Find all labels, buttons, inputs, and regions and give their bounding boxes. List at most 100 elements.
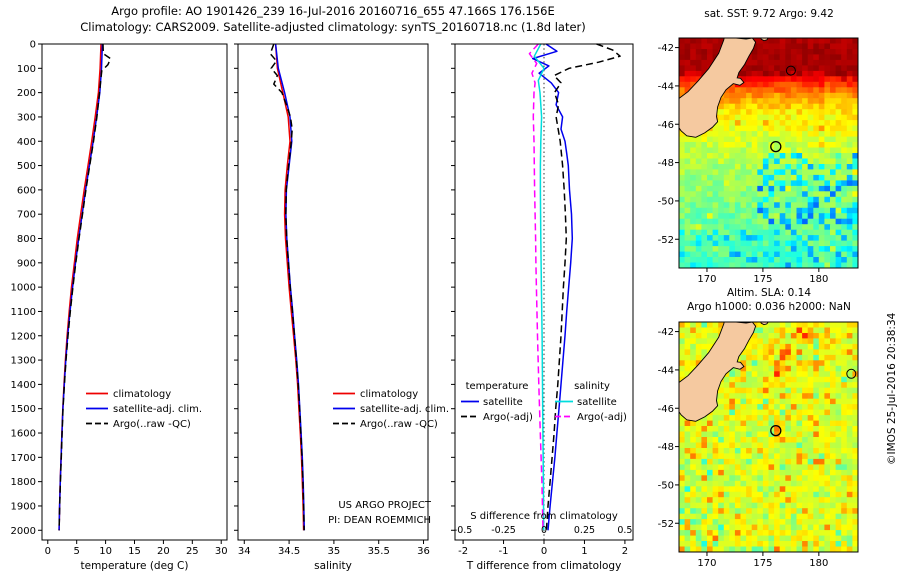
sla-profile-location-marker: [770, 424, 782, 437]
s-diff-tick-label: -0.25: [491, 525, 516, 536]
salinity-series-argo-raw-qc-: [269, 43, 305, 531]
sla-lat-tick-label: -46: [658, 404, 674, 415]
sst-lon-tick-label: 170: [697, 274, 716, 285]
imos-watermark: ©IMOS 25-Jul-2016 20:38:34: [886, 312, 898, 465]
temperature-series-satellite-adj-clim-: [58, 43, 104, 531]
sla-map-border: [678, 321, 859, 553]
depth-tick-label: 800: [17, 234, 36, 245]
depth-tick-label: 1700: [11, 453, 36, 464]
temperature-panel: 0100200300400500600700800900100011001200…: [11, 40, 228, 573]
depth-tick-label: 1000: [11, 283, 36, 294]
difference-series-t-satellite: [531, 43, 574, 531]
sst-secondary-circle: [785, 65, 796, 76]
salinity-panel: 34 34.5 35 35.5 36 salinity US ARGO PROJECT PI:…: [234, 43, 449, 572]
s-diff-tick-label: -0.5: [454, 525, 473, 536]
temperature-xtick-label: 30: [215, 546, 228, 557]
difference-xtick-label: 2: [622, 546, 628, 557]
sla-lon-tick-label: 170: [697, 558, 716, 569]
depth-tick-label: 400: [17, 137, 36, 148]
sst-lat-tick-label: -42: [658, 43, 674, 54]
salinity-xtick-label: 35: [328, 546, 341, 557]
south-island-coastline: [679, 322, 757, 422]
sst-map: 170 175 180 -42 -44 -46 -48 -50 -52: [658, 37, 859, 285]
legend-label: Argo(-adj): [577, 412, 627, 423]
difference-series-s-argo-adj-: [528, 43, 544, 531]
salinity-xtick-label: 34.5: [278, 546, 300, 557]
sla-lon-tick-label: 180: [809, 558, 828, 569]
temperature-xtick-label: 0: [45, 546, 51, 557]
temperature-xtick-label: 5: [74, 546, 80, 557]
legend-label: satellite-adj. clim.: [113, 404, 202, 415]
north-island-coastline: [760, 38, 769, 42]
s-diff-xlabel: S difference from climatology: [470, 511, 618, 522]
difference-series-s-satellite: [533, 43, 545, 531]
depth-tick-label: 1200: [11, 331, 36, 342]
s-diff-tick-label: 0.5: [617, 525, 632, 536]
sla-map: 170 175 180 -42 -44 -46 -48 -50 -52: [658, 321, 859, 569]
salinity-xtick-label: 34: [238, 546, 251, 557]
sla-lon-tick-label: 175: [753, 558, 772, 569]
depth-tick-label: 1800: [11, 477, 36, 488]
salinity-xtick-label: 35.5: [368, 546, 390, 557]
sst-lat-tick-label: -52: [658, 235, 674, 246]
north-island-coastline: [760, 322, 769, 326]
difference-panel: -2 -1 0 1 2T difference from climatology -0.5…: [451, 43, 634, 572]
difference-xtick-label: -1: [499, 546, 509, 557]
difference-xtick-label: 0: [541, 546, 547, 557]
sst-lat-tick-label: -50: [658, 196, 674, 207]
sla-secondary-circle: [846, 368, 857, 379]
sst-lat-tick-label: -46: [658, 120, 674, 131]
legend-column-header: temperature: [466, 381, 529, 392]
depth-tick-label: 1500: [11, 404, 36, 415]
depth-tick-label: 300: [17, 112, 36, 123]
difference-series-t-argo-adj-: [545, 43, 621, 531]
sla-map-title-line2: Argo h1000: 0.036 h2000: NaN: [687, 301, 851, 313]
figure-title-line1: Argo profile: AO 1901426_239 16-Jul-2016…: [111, 4, 555, 18]
temperature-xtick-label: 10: [99, 546, 112, 557]
depth-tick-label: 700: [17, 210, 36, 221]
temperature-xtick-label: 20: [157, 546, 170, 557]
sst-lon-tick-label: 180: [809, 274, 828, 285]
salinity-xtick-label: 36: [417, 546, 430, 557]
depth-tick-label: 500: [17, 161, 36, 172]
salinity-axes-box: [237, 43, 429, 541]
depth-tick-label: 1900: [11, 501, 36, 512]
temperature-xlabel: temperature (deg C): [81, 560, 189, 572]
sla-lat-tick-label: -44: [658, 365, 674, 376]
legend-label: Argo(..raw -QC): [113, 419, 191, 430]
sla-lat-tick-label: -52: [658, 519, 674, 530]
depth-tick-label: 100: [17, 64, 36, 75]
difference-xlabel: T difference from climatology: [466, 560, 622, 572]
depth-tick-label: 2000: [11, 526, 36, 537]
figure-title-line2: Climatology: CARS2009. Satellite-adjuste…: [80, 20, 586, 34]
temperature-axes-box: [41, 43, 228, 541]
legend-label: satellite-adj. clim.: [360, 404, 449, 415]
legend-label: Argo(..raw -QC): [360, 419, 438, 430]
panel-annotation: PI: DEAN ROEMMICH: [328, 515, 431, 526]
temperature-xtick-label: 15: [128, 546, 141, 557]
sla-lat-tick-label: -50: [658, 480, 674, 491]
legend-label: climatology: [360, 389, 418, 400]
s-diff-tick-label: 0: [541, 525, 547, 536]
depth-tick-label: 200: [17, 88, 36, 99]
depth-tick-label: 900: [17, 258, 36, 269]
sla-map-title-line1: Altim. SLA: 0.14: [726, 287, 812, 299]
panel-annotation: US ARGO PROJECT: [338, 500, 432, 511]
sst-lon-tick-label: 175: [753, 274, 772, 285]
difference-xtick-label: -2: [458, 546, 468, 557]
sla-lat-tick-label: -42: [658, 327, 674, 338]
sst-map-border: [678, 37, 859, 269]
depth-tick-label: 1300: [11, 356, 36, 367]
temperature-series-climatology: [58, 43, 102, 531]
depth-tick-label: 1400: [11, 380, 36, 391]
sla-lat-tick-label: -48: [658, 442, 674, 453]
depth-tick-label: 600: [17, 185, 36, 196]
sst-profile-location-marker: [770, 140, 782, 153]
sst-lat-tick-label: -48: [658, 158, 674, 169]
legend-label: Argo(-adj): [483, 412, 533, 423]
legend-label: satellite: [577, 397, 617, 408]
sst-lat-tick-label: -44: [658, 81, 674, 92]
depth-tick-label: 1600: [11, 429, 36, 440]
